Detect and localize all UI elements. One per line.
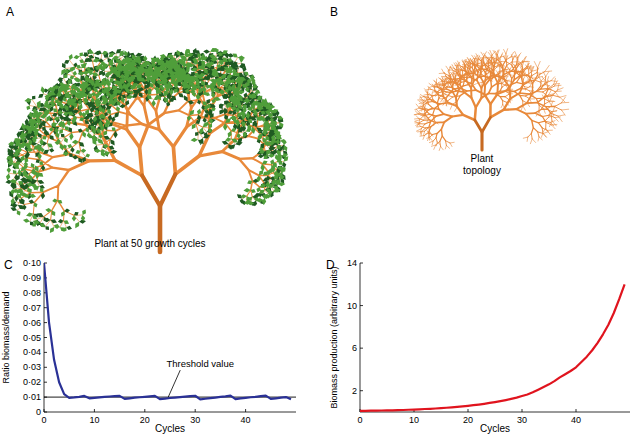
leaves: [6, 48, 288, 233]
y-tick-label: 0: [36, 407, 41, 417]
y-tick: [360, 263, 363, 264]
plot-area: [360, 284, 625, 411]
branch: [414, 49, 569, 151]
x-tick-label: 40: [571, 415, 581, 425]
x-axis: [44, 412, 296, 413]
y-tick-label: 0·01: [23, 392, 41, 402]
y-tick-label: 6: [352, 343, 357, 353]
x-tick: [195, 409, 196, 412]
x-tick-label: 0: [357, 415, 362, 425]
branch: [452, 94, 516, 116]
data-line: [360, 284, 625, 411]
y-tick-label: 14: [347, 258, 357, 268]
y-tick-label: 0·09: [23, 273, 41, 283]
x-axis-label: Cycles: [480, 423, 510, 434]
branch: [436, 74, 537, 129]
y-tick: [44, 352, 47, 353]
annotation-arrow: [168, 370, 180, 397]
x-tick: [144, 409, 145, 412]
caption-line: Plant: [471, 153, 494, 164]
x-axis: [360, 412, 630, 413]
x-tick-label: 30: [517, 415, 527, 425]
y-tick-label: 0·03: [23, 362, 41, 372]
branch: [444, 83, 527, 122]
panel-letter: C: [4, 258, 13, 272]
y-tick: [44, 367, 47, 368]
plant-topology: [414, 49, 569, 151]
branch: [419, 54, 562, 147]
data-line: [44, 263, 291, 399]
plot-area: [44, 263, 296, 399]
y-axis-label: Ratio biomass/demand: [1, 291, 11, 383]
caption-line: topology: [463, 165, 501, 176]
x-tick: [94, 409, 95, 412]
chart: D010203040261014CyclesBiomass production…: [326, 258, 630, 434]
chart: C 0 10 20 30 40 0 0·01 0·02 0·03 0·04 0·05 0·06 0·07 0…: [1, 258, 296, 434]
panel-letter: A: [6, 5, 14, 19]
x-tick-label: 30: [190, 415, 200, 425]
y-axis-label: Biomass production (arbitrary units): [329, 266, 339, 408]
panel-caption: Planttopology: [463, 153, 501, 176]
y-tick-label: 0·10: [23, 258, 41, 268]
y-axis: [360, 263, 361, 412]
x-tick-label: 10: [89, 415, 99, 425]
x-tick-label: 10: [409, 415, 419, 425]
y-tick-label: 0·05: [23, 333, 41, 343]
x-axis-label: Cycles: [155, 423, 185, 434]
x-tick: [522, 409, 523, 412]
y-tick-label: 0·07: [23, 303, 41, 313]
branch: [480, 132, 483, 150]
y-tick-label: 0·08: [23, 288, 41, 298]
plant-3d: [5, 48, 288, 252]
x-tick-label: 20: [463, 415, 473, 425]
y-tick-label: 0·06: [23, 318, 41, 328]
x-tick-label: 0: [41, 415, 46, 425]
x-tick: [576, 409, 577, 412]
x-tick: [44, 409, 45, 412]
y-tick: [360, 305, 363, 306]
threshold-label: Threshold value: [166, 358, 234, 369]
panel-letter: B: [330, 5, 338, 19]
y-tick: [44, 337, 47, 338]
figure: A Plant at 50 growth cycles B Planttopology…: [0, 0, 640, 437]
y-tick: [44, 322, 47, 323]
y-tick-label: 2: [352, 386, 357, 396]
y-tick: [360, 348, 363, 349]
y-tick-label: 0·02: [23, 377, 41, 387]
branch: [463, 104, 503, 120]
panel-caption: Plant at 50 growth cycles: [94, 238, 205, 249]
branch: [142, 174, 175, 206]
x-tick: [245, 409, 246, 412]
y-tick: [44, 412, 47, 413]
x-tick-label: 40: [241, 415, 251, 425]
branch: [424, 60, 555, 142]
y-tick: [360, 390, 363, 391]
branch: [115, 147, 199, 176]
y-tick: [44, 307, 47, 308]
x-tick-label: 20: [140, 415, 150, 425]
y-tick-label: 10: [347, 301, 357, 311]
x-tick: [468, 409, 469, 412]
y-tick: [44, 382, 47, 383]
y-tick-label: 0·04: [23, 347, 41, 357]
branch: [475, 117, 491, 132]
branch: [429, 66, 545, 136]
